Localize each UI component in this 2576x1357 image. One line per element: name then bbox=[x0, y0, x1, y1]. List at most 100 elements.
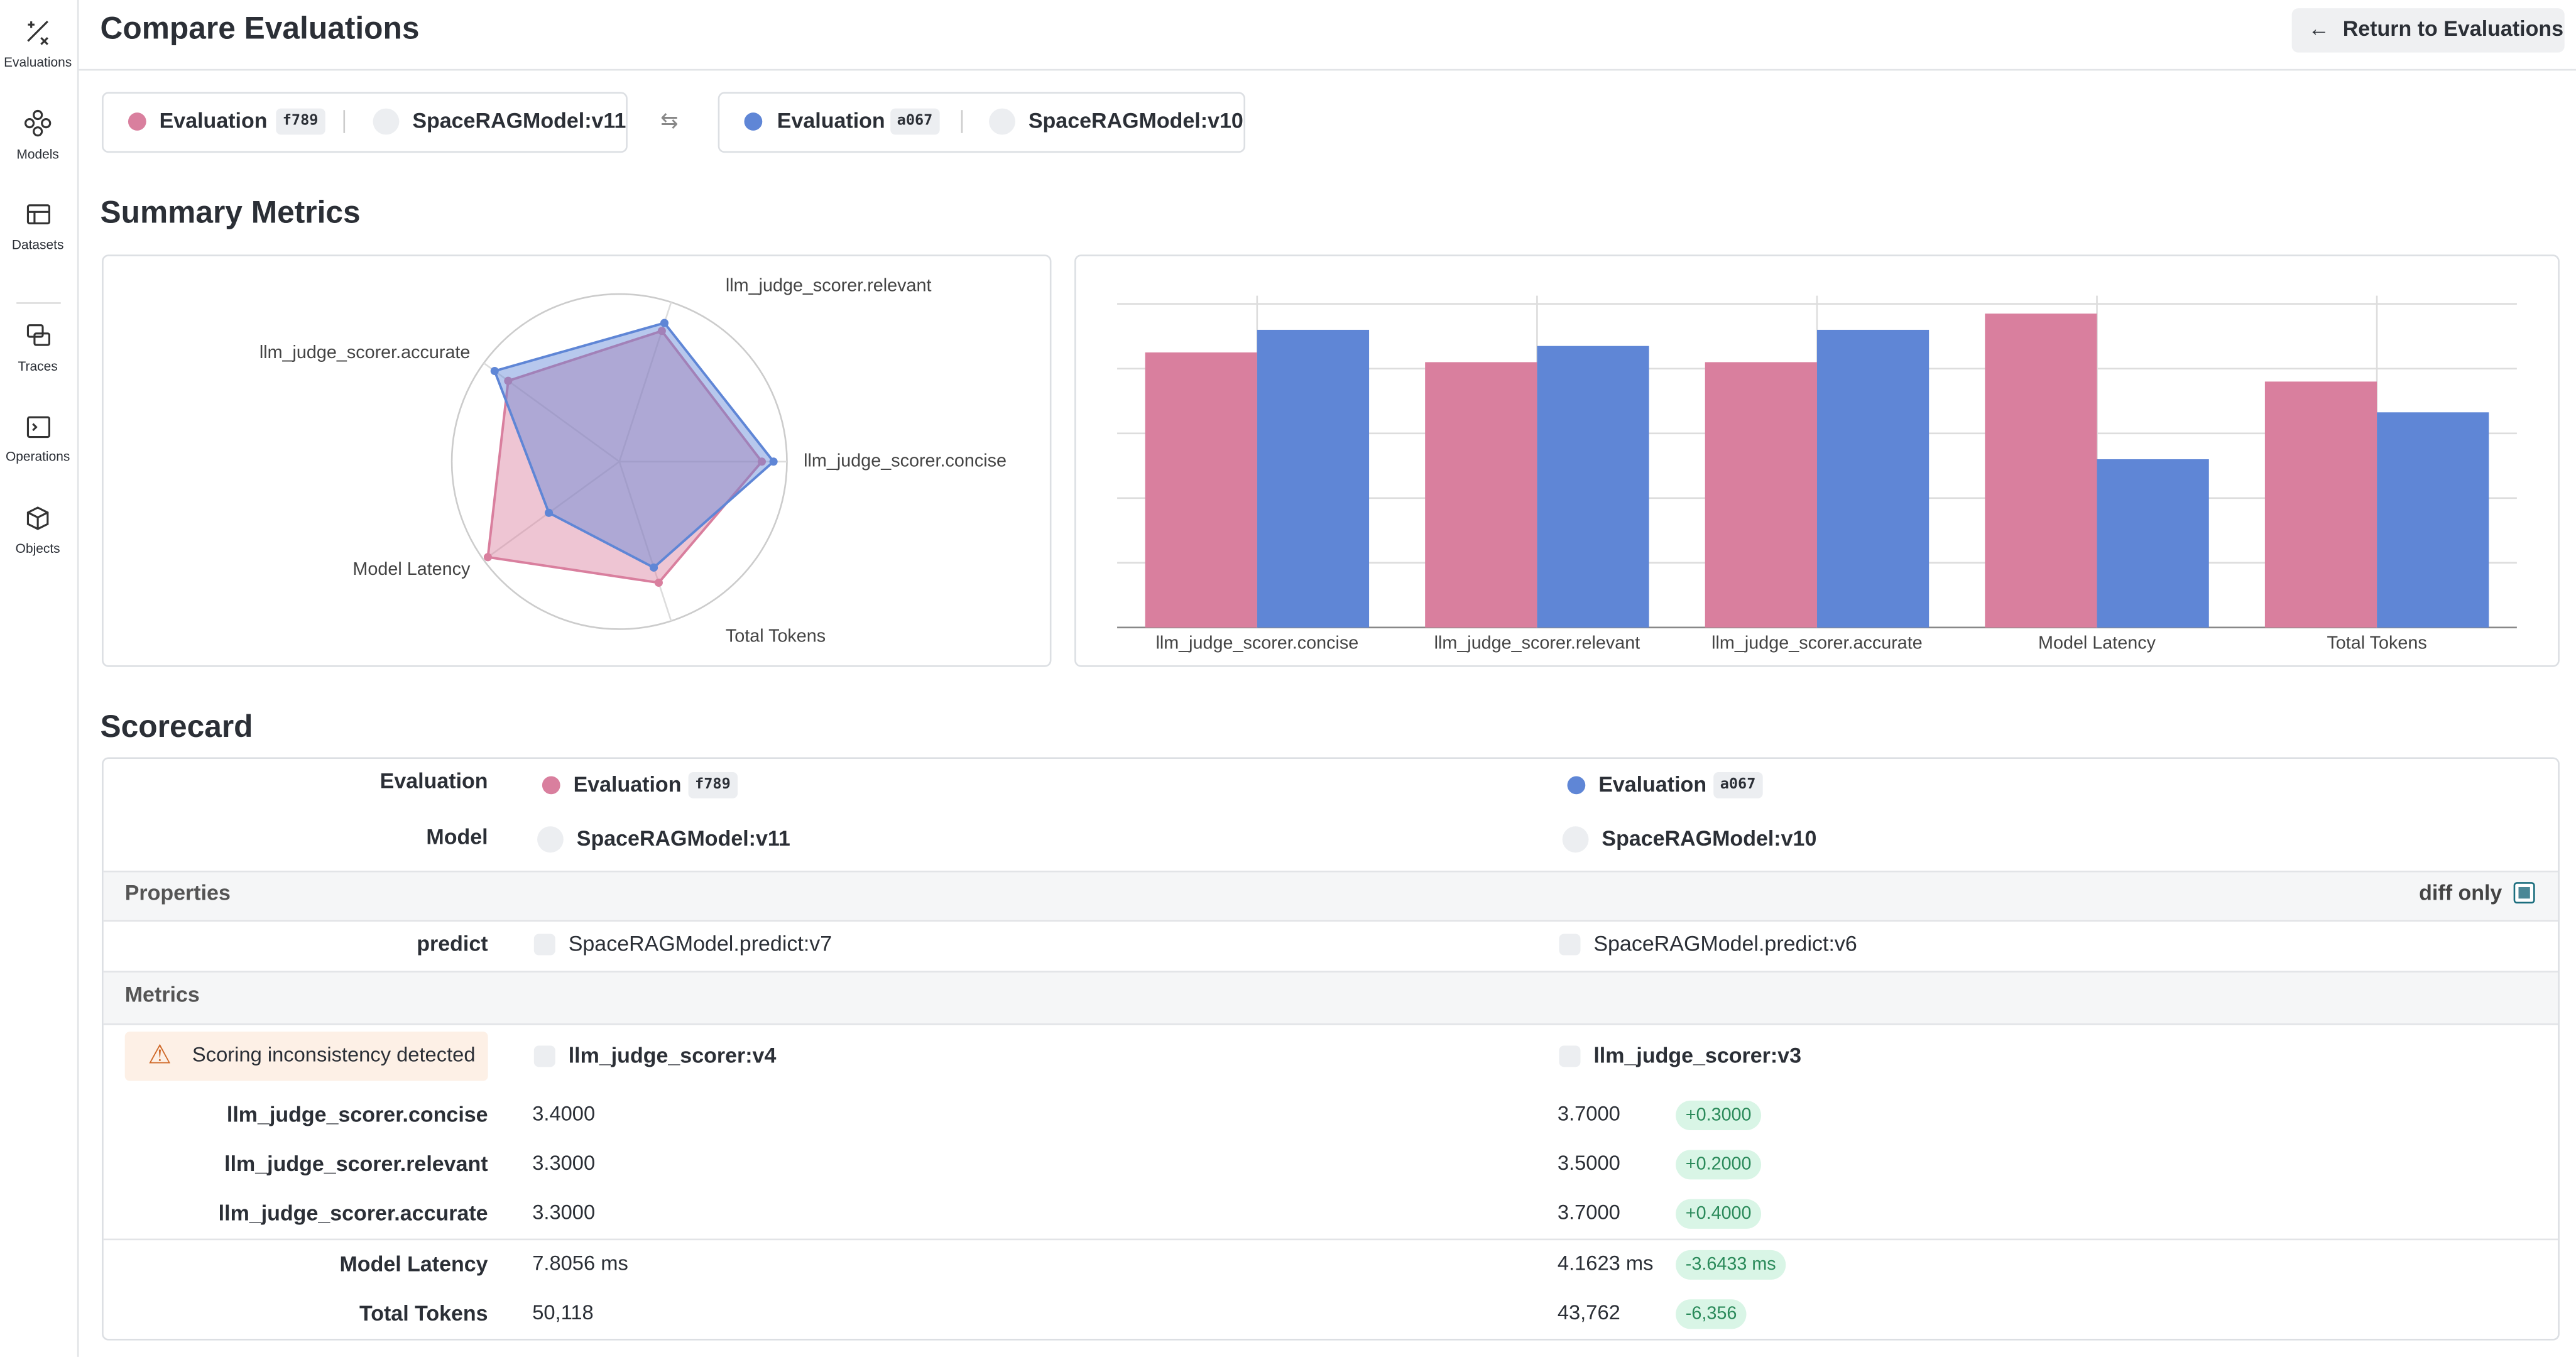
radar-area bbox=[493, 321, 775, 569]
separator bbox=[343, 110, 346, 133]
color-dot bbox=[744, 112, 763, 131]
metrics-band bbox=[103, 971, 2558, 1025]
group-label: Properties bbox=[124, 880, 231, 905]
metric-value: 4.1623 ms bbox=[1557, 1251, 1654, 1275]
id-badge: a067 bbox=[1713, 771, 1762, 798]
radar-point bbox=[657, 327, 666, 335]
model-name[interactable]: SpaceRAGModel:v11 bbox=[576, 826, 790, 851]
evaluation-selector[interactable] bbox=[102, 92, 628, 153]
radar-point bbox=[660, 319, 669, 327]
metric-value: 3.7000 bbox=[1557, 1201, 1620, 1224]
radar-point bbox=[490, 366, 499, 376]
nav-item[interactable]: Objects bbox=[15, 541, 60, 557]
metric-value: 3.3000 bbox=[532, 1201, 596, 1224]
sidebar-border bbox=[77, 0, 79, 1357]
swap-icon[interactable]: ⇆ bbox=[660, 108, 679, 133]
model-name[interactable]: SpaceRAGModel:v10 bbox=[1602, 826, 1817, 851]
nav-item[interactable]: Models bbox=[16, 147, 59, 162]
charts: llm_judge_scorer.concise llm_judge_scorer… bbox=[259, 275, 2517, 653]
selector-label: Evaluation bbox=[159, 108, 268, 133]
nav-item[interactable]: Evaluations bbox=[4, 55, 72, 70]
diff-pill: +0.2000 bbox=[1676, 1150, 1762, 1180]
bar bbox=[1816, 329, 1929, 628]
scorer-name[interactable]: llm_judge_scorer:v4 bbox=[568, 1043, 777, 1068]
evaluation-selector[interactable] bbox=[718, 92, 1246, 153]
bar bbox=[2377, 412, 2489, 628]
nav-item[interactable]: Datasets bbox=[11, 237, 64, 253]
radar-point bbox=[654, 579, 663, 587]
diff-pill: +0.3000 bbox=[1676, 1100, 1762, 1130]
x-tick-label: llm_judge_scorer.accurate bbox=[1711, 633, 1923, 653]
radar-point bbox=[769, 457, 778, 466]
return-button[interactable]: ← Return to Evaluations bbox=[2291, 8, 2565, 53]
properties-band bbox=[103, 870, 2558, 922]
metric-value: 3.3000 bbox=[532, 1152, 596, 1175]
radar-point bbox=[483, 553, 493, 562]
bar bbox=[1537, 346, 1649, 628]
separator bbox=[961, 110, 963, 133]
radar-point bbox=[545, 508, 554, 517]
x-tick-label: Model Latency bbox=[2038, 633, 2156, 653]
op-icon bbox=[533, 934, 555, 956]
group-label: Metrics bbox=[124, 982, 200, 1007]
model-icon bbox=[373, 108, 400, 135]
radar-label: llm_judge_scorer.accurate bbox=[259, 342, 471, 362]
id-badge: f789 bbox=[276, 108, 325, 135]
evaluation-name: Evaluation bbox=[573, 771, 682, 797]
nav-item[interactable]: Operations bbox=[5, 449, 70, 464]
op-name[interactable]: SpaceRAGModel.predict:v6 bbox=[1593, 931, 1857, 956]
radar-label: Total Tokens bbox=[726, 626, 826, 646]
diff-only-checkbox[interactable] bbox=[2513, 882, 2535, 904]
x-tick-label: llm_judge_scorer.concise bbox=[1155, 633, 1358, 653]
radar-label: Model Latency bbox=[352, 559, 471, 579]
radar-label: llm_judge_scorer.concise bbox=[804, 450, 1007, 471]
radar-point bbox=[757, 457, 767, 466]
bar bbox=[1705, 362, 1817, 628]
nav-item[interactable]: Traces bbox=[18, 359, 58, 374]
diff-pill: +0.4000 bbox=[1676, 1199, 1762, 1229]
model-icon bbox=[537, 826, 564, 853]
model-icon bbox=[1562, 826, 1589, 853]
row-label: Model bbox=[426, 824, 488, 849]
model-name: SpaceRAGModel:v11 bbox=[412, 108, 626, 133]
metric-value: 50,118 bbox=[532, 1301, 594, 1324]
warning-text: Scoring inconsistency detected bbox=[192, 1043, 476, 1067]
model-name: SpaceRAGModel:v10 bbox=[1028, 108, 1243, 133]
metric-value: 7.8056 ms bbox=[532, 1251, 628, 1275]
row-label: Evaluation bbox=[379, 768, 488, 793]
evaluation-name: Evaluation bbox=[1598, 771, 1707, 797]
color-dot bbox=[128, 112, 146, 131]
nav-divider bbox=[16, 302, 61, 304]
scorecard-table bbox=[102, 757, 2560, 1341]
button-label: Return to Evaluations bbox=[2342, 16, 2564, 41]
warning: ⚠ Scoring inconsistency detected bbox=[124, 1032, 488, 1081]
bar bbox=[1257, 329, 1370, 628]
radar-panel bbox=[102, 254, 1052, 667]
metric-value: 3.7000 bbox=[1557, 1102, 1620, 1126]
bar bbox=[1985, 313, 2097, 628]
op-name[interactable]: SpaceRAGModel.predict:v7 bbox=[568, 931, 832, 956]
metric-value: 43,762 bbox=[1557, 1301, 1620, 1324]
section-title: Summary Metrics bbox=[100, 196, 361, 231]
diff-pill: -3.6433 ms bbox=[1676, 1250, 1786, 1280]
op-icon bbox=[1559, 934, 1581, 956]
diff-only-label: diff only bbox=[2419, 880, 2502, 905]
bar bbox=[1145, 352, 1257, 628]
section-title: Scorecard bbox=[100, 711, 253, 745]
metric-name: Total Tokens bbox=[359, 1300, 488, 1326]
header-border bbox=[79, 68, 2576, 71]
scorer-name[interactable]: llm_judge_scorer:v3 bbox=[1593, 1043, 1802, 1068]
row-label: predict bbox=[417, 931, 488, 956]
x-tick-label: llm_judge_scorer.relevant bbox=[1434, 633, 1640, 653]
bar bbox=[1425, 362, 1537, 628]
sidebar-icons bbox=[24, 20, 52, 530]
metric-value: 3.4000 bbox=[532, 1102, 596, 1126]
page-title: Compare Evaluations bbox=[100, 12, 420, 47]
color-dot bbox=[1567, 776, 1586, 795]
metric-name: Model Latency bbox=[339, 1251, 488, 1277]
metric-name: llm_judge_scorer.concise bbox=[226, 1102, 488, 1127]
radar-label: llm_judge_scorer.relevant bbox=[726, 275, 932, 295]
radar-point bbox=[504, 376, 513, 385]
metric-name: llm_judge_scorer.relevant bbox=[224, 1151, 488, 1176]
